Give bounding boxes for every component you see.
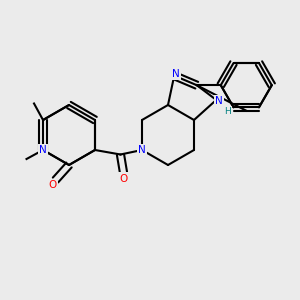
Text: H: H — [224, 107, 231, 116]
Text: N: N — [215, 96, 223, 106]
Text: N: N — [138, 145, 146, 155]
Text: O: O — [119, 173, 128, 184]
Text: N: N — [39, 145, 47, 155]
Text: N: N — [172, 69, 180, 79]
Text: O: O — [48, 180, 57, 190]
